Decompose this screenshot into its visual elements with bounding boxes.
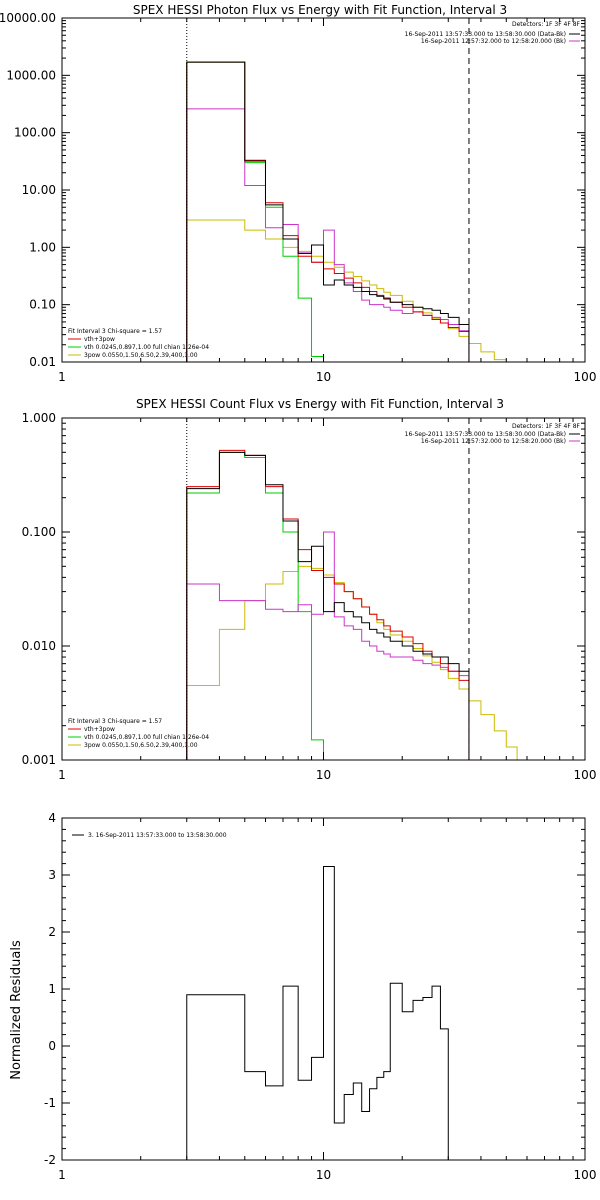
- count-flux-panel: SPEX HESSI Count Flux vs Energy with Fit…: [22, 397, 597, 782]
- y-tick-label: 0.100: [22, 525, 56, 539]
- y-tick-label: 1.00: [29, 240, 56, 254]
- x-tick-label: 1: [58, 768, 66, 782]
- series-line-3: [186, 451, 324, 760]
- series-line-2: [186, 449, 470, 760]
- legend-header: Detectors: 1F 3F 4F 8F: [512, 423, 581, 430]
- series-line-3: [186, 61, 324, 362]
- axes-frame: [61, 17, 586, 363]
- y-tick-label: 10.00: [22, 183, 56, 197]
- x-tick-label: 100: [574, 1168, 597, 1182]
- x-tick-label: 100: [574, 768, 597, 782]
- x-tick-label: 1: [58, 1168, 66, 1182]
- series-line-0: [186, 61, 470, 362]
- legend-entry: 16-Sep-2011 13:57:33.000 to 13:58:30.000…: [405, 31, 566, 38]
- series-line-4: [186, 219, 507, 362]
- residuals-panel: Normalized Residuals 3. 16-Sep-2011 13:5…: [9, 811, 596, 1182]
- legend-entry: 3. 16-Sep-2011 13:57:33.000 to 13:58:30.…: [88, 832, 227, 839]
- y-tick-label: 0.010: [22, 639, 56, 653]
- y-tick-label: 0.01: [29, 355, 56, 369]
- x-tick-label: 100: [574, 370, 597, 384]
- series-line-0: [186, 865, 449, 1160]
- legend-entry: 16-Sep-2011 12:57:32.000 to 12:58:20.000…: [421, 438, 566, 445]
- y-tick-label: 1.000: [22, 411, 56, 425]
- y-tick-label: 2: [48, 925, 56, 939]
- legend-entry: vth+3pow: [84, 726, 115, 733]
- x-tick-label: 10: [316, 1168, 331, 1182]
- y-tick-label: 100.00: [14, 126, 56, 140]
- series-line-4: [186, 565, 528, 760]
- series-line-1: [186, 531, 470, 760]
- x-tick-label: 10: [316, 370, 331, 384]
- y-tick-label: 3: [48, 868, 56, 882]
- series-line-0: [186, 451, 470, 760]
- y-tick-label: 1: [48, 982, 56, 996]
- legend-entry: vth+3pow: [84, 336, 115, 343]
- legend-entry: 16-Sep-2011 13:57:33.000 to 13:58:30.000…: [405, 431, 566, 438]
- legend-entry: vth 0.0245,0.897,1.00 full chian 1.26e-0…: [84, 344, 209, 351]
- y-tick-label: 0: [48, 1039, 56, 1053]
- legend-entry: 16-Sep-2011 12:57:32.000 to 12:58:20.000…: [421, 38, 566, 45]
- y-tick-label: 0.10: [29, 298, 56, 312]
- chart-title: SPEX HESSI Photon Flux vs Energy with Fi…: [133, 3, 507, 17]
- photon-flux-panel: SPEX HESSI Photon Flux vs Energy with Fi…: [0, 3, 596, 384]
- y-axis-label: Normalized Residuals: [9, 940, 24, 1080]
- legend-header: Fit Interval 3 Chi-square = 1.57: [68, 718, 162, 725]
- legend-header: Fit Interval 3 Chi-square = 1.57: [68, 328, 162, 335]
- legend-entry: vth 0.0245,0.897,1.00 full chian 1.26e-0…: [84, 734, 209, 741]
- series-line-1: [186, 108, 470, 362]
- y-tick-label: 10000.00: [0, 11, 56, 25]
- x-tick-label: 10: [316, 768, 331, 782]
- legend-entry: 3pow 0.0550,1.50,6.50,2.39,400,1.00: [84, 742, 198, 749]
- y-tick-label: 1000.00: [6, 68, 56, 82]
- y-tick-label: 0.001: [22, 753, 56, 767]
- y-tick-label: -2: [44, 1153, 56, 1167]
- series-line-2: [186, 61, 470, 362]
- y-tick-label: -1: [44, 1096, 56, 1110]
- chart-title: SPEX HESSI Count Flux vs Energy with Fit…: [136, 397, 504, 411]
- legend-entry: 3pow 0.0550,1.50,6.50,2.39,400,1.00: [84, 352, 198, 359]
- x-tick-label: 1: [58, 370, 66, 384]
- y-tick-label: 4: [48, 811, 56, 825]
- legend-header: Detectors: 1F 3F 4F 8F: [512, 21, 581, 28]
